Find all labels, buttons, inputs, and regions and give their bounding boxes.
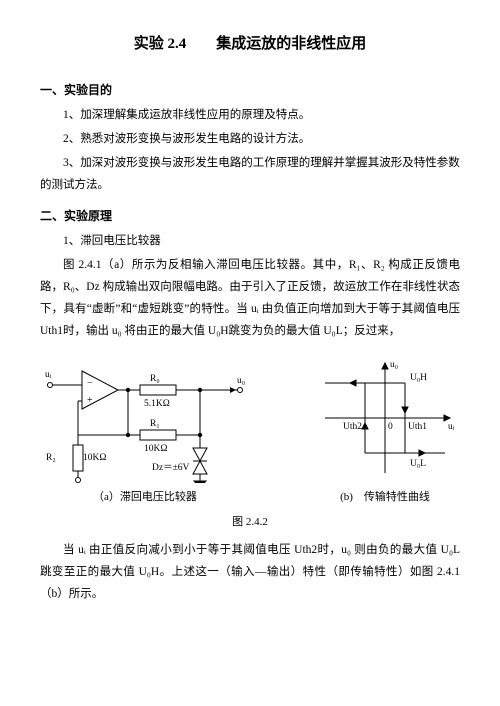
- curve-uol: U₀L: [410, 459, 426, 469]
- goal-2: 2、熟悉对波形变换与波形发生电路的设计方法。: [40, 129, 460, 151]
- label-uo: u₀: [237, 376, 245, 386]
- figures-row: − +: [40, 353, 460, 508]
- goal-1: 1、加深理解集成运放非线性应用的原理及特点。: [40, 105, 460, 127]
- goal-3: 3、加深对波形变换与波形发生电路的工作原理的理解并掌握其波形及特性参数的测试方法…: [40, 153, 460, 197]
- curve-uoh: U₀H: [410, 373, 427, 383]
- figure-a: − +: [40, 353, 250, 508]
- figure-b: u₀ uᵢ U₀H U₀L Uth1 Uth2 0 (b) 传输特性曲线: [310, 353, 460, 508]
- section-2-sub: 1、滞回电压比较器: [40, 231, 460, 253]
- para-2: 当 uᵢ 由正值反向减小到小于等于其阈值电压 Uth2时，u₀ 则由负的最大值 …: [40, 540, 460, 606]
- transfer-curve: u₀ uᵢ U₀H U₀L Uth1 Uth2 0: [310, 353, 460, 483]
- label-ui: uᵢ: [45, 370, 52, 380]
- figure-main-caption: 图 2.4.2: [40, 512, 460, 533]
- para-1: 图 2.4.1（a）所示为反相输入滞回电压比较器。其中，R₁、R₂ 构成正反馈电…: [40, 255, 460, 342]
- curve-ui: uᵢ: [448, 422, 455, 432]
- curve-uo: u₀: [390, 360, 398, 370]
- caption-a: （a）滞回电压比较器: [40, 487, 250, 508]
- circuit-diagram: − +: [40, 353, 250, 483]
- svg-text:−: −: [87, 378, 93, 389]
- curve-uth1: Uth1: [408, 422, 427, 432]
- label-r1: R₁: [150, 419, 160, 429]
- label-r0-val: 5.1KΩ: [144, 399, 170, 409]
- label-r2: R₂: [46, 453, 56, 463]
- page-title: 实验 2.4 集成运放的非线性应用: [40, 30, 460, 59]
- label-dz: Dz＝±6V: [152, 463, 190, 473]
- svg-text:+: +: [87, 395, 93, 406]
- label-r1-val: 10KΩ: [144, 444, 167, 454]
- label-r0: R₀: [150, 374, 160, 384]
- curve-uth2: Uth2: [343, 422, 362, 432]
- section-2-head: 二、实验原理: [40, 205, 460, 228]
- section-1-head: 一、实验目的: [40, 79, 460, 102]
- label-r2-val: 10KΩ: [83, 453, 106, 463]
- curve-zero: 0: [388, 422, 393, 432]
- caption-b: (b) 传输特性曲线: [310, 487, 460, 508]
